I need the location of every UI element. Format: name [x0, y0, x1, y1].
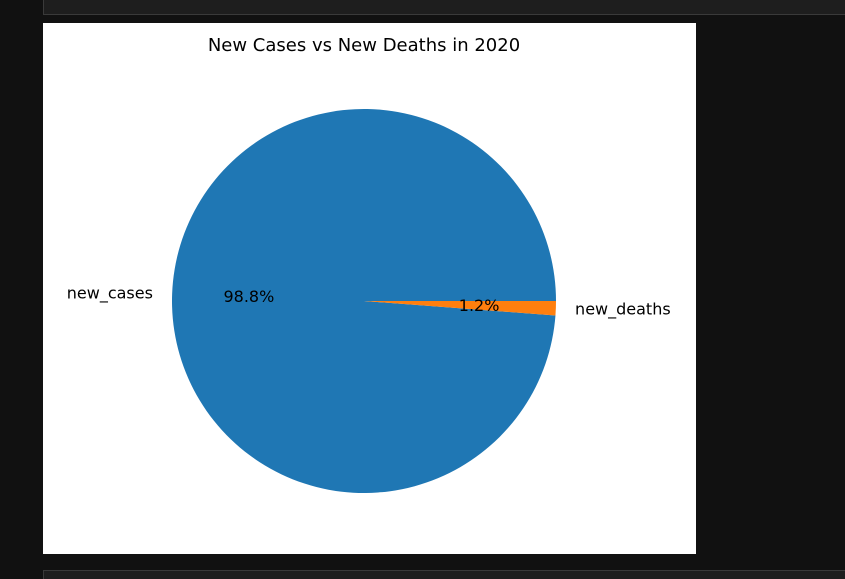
chart-title: New Cases vs New Deaths in 2020	[208, 35, 520, 56]
next-cell[interactable]	[43, 570, 845, 579]
slice-label-new-cases: new_cases	[67, 284, 153, 304]
cell-output: New Cases vs New Deaths in 2020 new_case…	[43, 23, 696, 554]
pie-labels: new_cases 98.8% new_deaths 1.2%	[67, 284, 671, 320]
slice-pct-new-deaths: 1.2%	[459, 296, 500, 315]
pie-slices	[171, 109, 556, 494]
previous-cell[interactable]	[43, 0, 845, 15]
slice-pct-new-cases: 98.8%	[223, 287, 274, 306]
pie-chart: New Cases vs New Deaths in 2020 new_case…	[67, 35, 671, 494]
pie-slice-new-cases	[171, 109, 556, 494]
pie-slice-new-deaths	[364, 301, 556, 316]
slice-label-new-deaths: new_deaths	[575, 299, 671, 319]
